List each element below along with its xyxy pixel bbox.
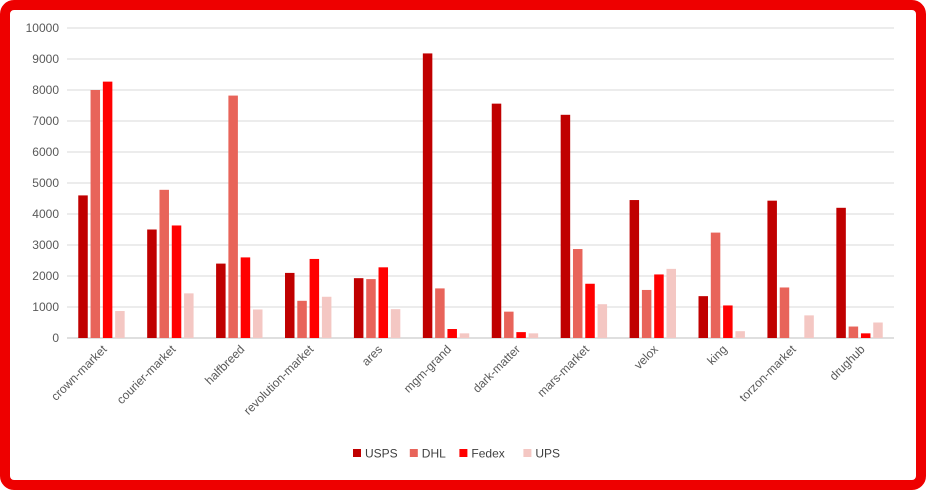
bar-dhl-halfbreed bbox=[228, 95, 238, 338]
bar-fedex-king bbox=[723, 305, 733, 338]
legend-label-ups: UPS bbox=[535, 447, 560, 461]
bar-usps-revolution-market bbox=[285, 272, 295, 338]
bar-dhl-courier-market bbox=[159, 189, 169, 338]
x-tick-label: torzon-market bbox=[736, 342, 799, 405]
legend-label-usps: USPS bbox=[365, 447, 398, 461]
y-tick-label: 2000 bbox=[32, 269, 59, 283]
bar-ups-velox bbox=[666, 268, 676, 338]
bar-usps-mgm-grand bbox=[422, 53, 433, 339]
bar-usps-dark-matter bbox=[491, 103, 502, 338]
bar-dhl-ares bbox=[366, 279, 376, 338]
bar-ups-mars-market bbox=[597, 304, 608, 338]
bar-usps-halfbreed bbox=[216, 263, 226, 338]
bar-fedex-revolution-market bbox=[309, 258, 320, 338]
bar-ups-ares bbox=[390, 309, 401, 338]
x-tick-label: drughub bbox=[827, 342, 868, 383]
bar-dhl-king bbox=[710, 232, 721, 338]
bar-ups-mgm-grand bbox=[459, 333, 470, 338]
bar-dhl-drughub bbox=[848, 326, 859, 338]
bar-fedex-ares bbox=[378, 267, 389, 338]
x-tick-label: mars-market bbox=[534, 342, 592, 400]
x-tick-label: halfbreed bbox=[202, 342, 247, 387]
legend-swatch-usps bbox=[353, 449, 361, 457]
y-tick-label: 5000 bbox=[32, 176, 59, 190]
bar-dhl-mgm-grand bbox=[435, 288, 445, 338]
legend-swatch-ups bbox=[523, 449, 532, 457]
bar-usps-courier-market bbox=[147, 229, 157, 338]
bar-ups-torzon-market bbox=[804, 315, 814, 338]
bar-ups-drughub bbox=[873, 322, 883, 338]
x-tick-label: crown-market bbox=[48, 342, 110, 404]
legend-label-fedex: Fedex bbox=[471, 447, 504, 461]
x-tick-label: mgm-grand bbox=[401, 342, 454, 395]
bar-dhl-crown-market bbox=[90, 90, 101, 338]
y-tick-label: 9000 bbox=[32, 52, 59, 66]
bar-dhl-mars-market bbox=[572, 249, 583, 338]
y-tick-label: 6000 bbox=[32, 145, 59, 159]
bar-fedex-dark-matter bbox=[516, 332, 526, 338]
bar-ups-revolution-market bbox=[321, 296, 332, 338]
bar-dhl-revolution-market bbox=[297, 300, 307, 338]
y-tick-label: 3000 bbox=[32, 238, 59, 252]
bar-ups-crown-market bbox=[115, 311, 125, 338]
bar-usps-crown-market bbox=[78, 195, 88, 338]
bar-fedex-halfbreed bbox=[240, 257, 251, 338]
y-tick-label: 8000 bbox=[32, 83, 59, 97]
bar-dhl-dark-matter bbox=[504, 311, 514, 338]
y-tick-label: 0 bbox=[52, 331, 59, 345]
legend-label-dhl: DHL bbox=[422, 447, 446, 461]
y-tick-label: 4000 bbox=[32, 207, 59, 221]
bar-ups-king bbox=[735, 331, 745, 338]
bar-usps-velox bbox=[629, 200, 640, 338]
legend-swatch-fedex bbox=[459, 449, 468, 457]
bar-fedex-crown-market bbox=[102, 81, 113, 338]
bar-ups-halfbreed bbox=[252, 309, 263, 338]
bar-fedex-velox bbox=[654, 274, 664, 338]
y-tick-label: 1000 bbox=[32, 300, 59, 314]
bar-usps-torzon-market bbox=[767, 200, 777, 338]
bar-fedex-courier-market bbox=[171, 225, 182, 338]
bar-fedex-drughub bbox=[860, 333, 871, 338]
bar-dhl-velox bbox=[641, 289, 652, 338]
bar-usps-king bbox=[698, 296, 709, 338]
x-tick-label: king bbox=[704, 342, 729, 367]
x-tick-label: velox bbox=[631, 342, 661, 372]
x-tick-label: revolution-market bbox=[241, 342, 317, 418]
y-tick-label: 10000 bbox=[26, 21, 60, 35]
bar-usps-ares bbox=[353, 278, 364, 338]
x-tick-label: ares bbox=[359, 342, 385, 368]
bar-usps-drughub bbox=[836, 207, 846, 338]
bar-usps-mars-market bbox=[560, 114, 571, 338]
bar-fedex-mars-market bbox=[585, 283, 595, 338]
legend-swatch-dhl bbox=[409, 449, 418, 457]
x-tick-label: dark-matter bbox=[470, 342, 523, 395]
bar-ups-courier-market bbox=[184, 293, 194, 338]
x-tick-label: courier-market bbox=[114, 342, 179, 407]
bar-dhl-torzon-market bbox=[779, 287, 790, 338]
bar-ups-dark-matter bbox=[528, 333, 539, 338]
y-tick-label: 7000 bbox=[32, 114, 59, 128]
bar-fedex-mgm-grand bbox=[447, 329, 457, 338]
